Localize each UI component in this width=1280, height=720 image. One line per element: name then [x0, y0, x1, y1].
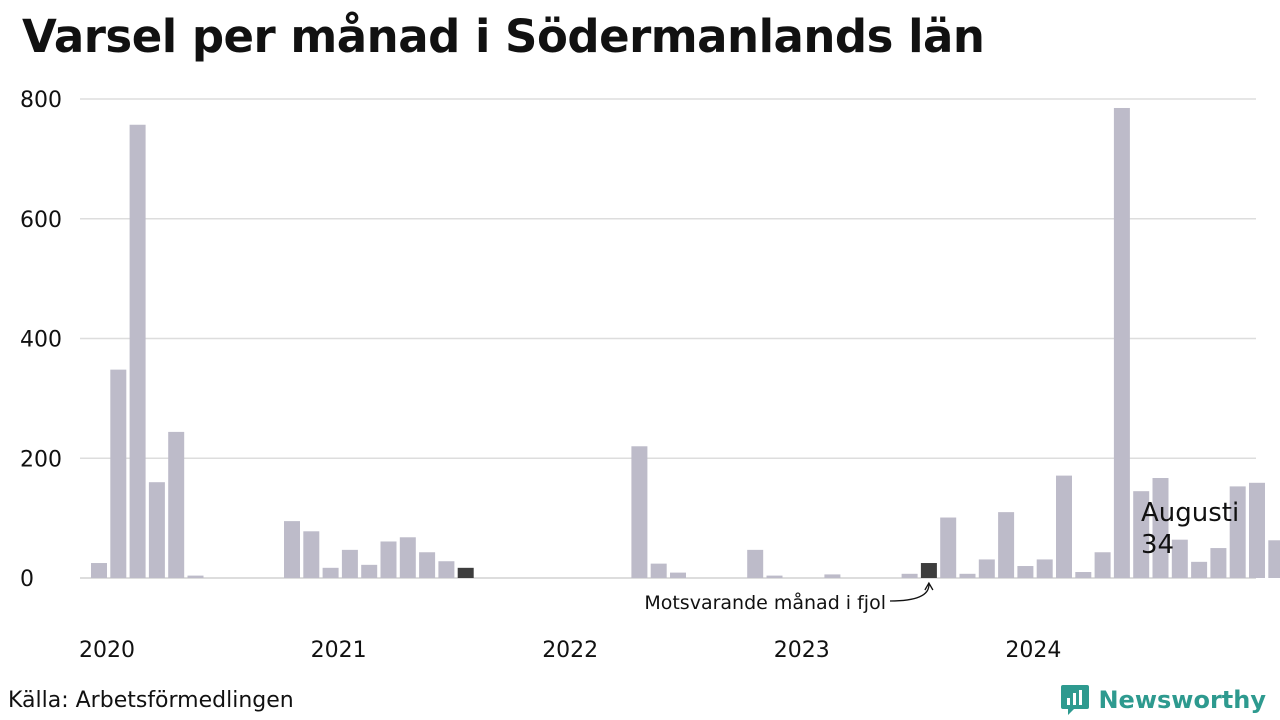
bar	[940, 517, 957, 578]
bar	[110, 369, 127, 578]
annotation-arrow	[889, 583, 930, 602]
bar	[168, 431, 185, 578]
bar-chart: 0 200 400 600 800 2020 2021 2022 2023 2024 Augus…	[20, 88, 1280, 663]
brand-name: Newsworthy	[1098, 686, 1266, 714]
bar	[1036, 559, 1053, 578]
bar	[1210, 548, 1227, 578]
bar	[1229, 486, 1246, 578]
latest-month-label: Augusti	[1141, 498, 1239, 528]
bar	[380, 541, 397, 578]
bar	[438, 561, 455, 578]
bar	[1171, 539, 1188, 578]
bar	[1056, 475, 1072, 578]
y-tick-label: 400	[20, 328, 62, 353]
bar	[1152, 478, 1169, 578]
x-tick-label: 2021	[311, 638, 367, 663]
bar	[341, 549, 358, 578]
bar	[901, 573, 918, 578]
bar	[1133, 491, 1150, 578]
bar	[959, 573, 976, 578]
bar	[91, 563, 107, 578]
chart-title: Varsel per månad i Södermanlands län	[22, 10, 985, 63]
bar	[1268, 540, 1280, 578]
y-tick-label: 200	[20, 447, 62, 472]
y-tick-label: 600	[20, 208, 62, 233]
x-tick-label: 2024	[1005, 638, 1061, 663]
bar	[650, 563, 667, 578]
bar	[766, 575, 783, 578]
annotation-arrowhead	[924, 581, 934, 591]
bar	[1017, 566, 1034, 578]
bar	[1094, 552, 1111, 578]
y-tick-label: 0	[20, 567, 34, 592]
bar	[978, 559, 995, 578]
y-tick-label: 800	[20, 88, 62, 113]
source-note: Källa: Arbetsförmedlingen	[8, 688, 294, 713]
bar	[322, 567, 339, 578]
latest-value-label: 34	[1141, 530, 1174, 560]
bar	[457, 567, 474, 578]
y-axis-ticks: 0 200 400 600 800	[20, 88, 62, 592]
bar	[129, 124, 146, 578]
bar	[1075, 572, 1092, 578]
x-tick-label: 2023	[774, 638, 830, 663]
x-tick-label: 2022	[542, 638, 598, 663]
bar	[361, 564, 378, 578]
bar	[148, 482, 165, 578]
x-tick-label: 2020	[79, 638, 135, 663]
bar	[303, 531, 320, 578]
bar	[824, 574, 841, 578]
bar	[670, 572, 686, 578]
bar	[1113, 107, 1130, 578]
bar	[998, 512, 1015, 578]
bar	[399, 537, 416, 578]
bar	[631, 446, 648, 578]
bar	[920, 563, 937, 578]
bars	[91, 107, 1280, 578]
bar	[419, 552, 436, 578]
bar	[1249, 482, 1265, 578]
newsworthy-logo-icon	[1061, 685, 1090, 715]
bar	[747, 549, 764, 578]
brand[interactable]: Newsworthy	[1060, 683, 1266, 717]
bar	[187, 575, 204, 578]
annotation-label: Motsvarande månad i fjol	[644, 591, 886, 614]
bar	[284, 521, 300, 578]
gridlines	[80, 98, 1256, 579]
x-axis-ticks: 2020 2021 2022 2023 2024	[79, 638, 1061, 663]
bar	[1191, 561, 1208, 578]
